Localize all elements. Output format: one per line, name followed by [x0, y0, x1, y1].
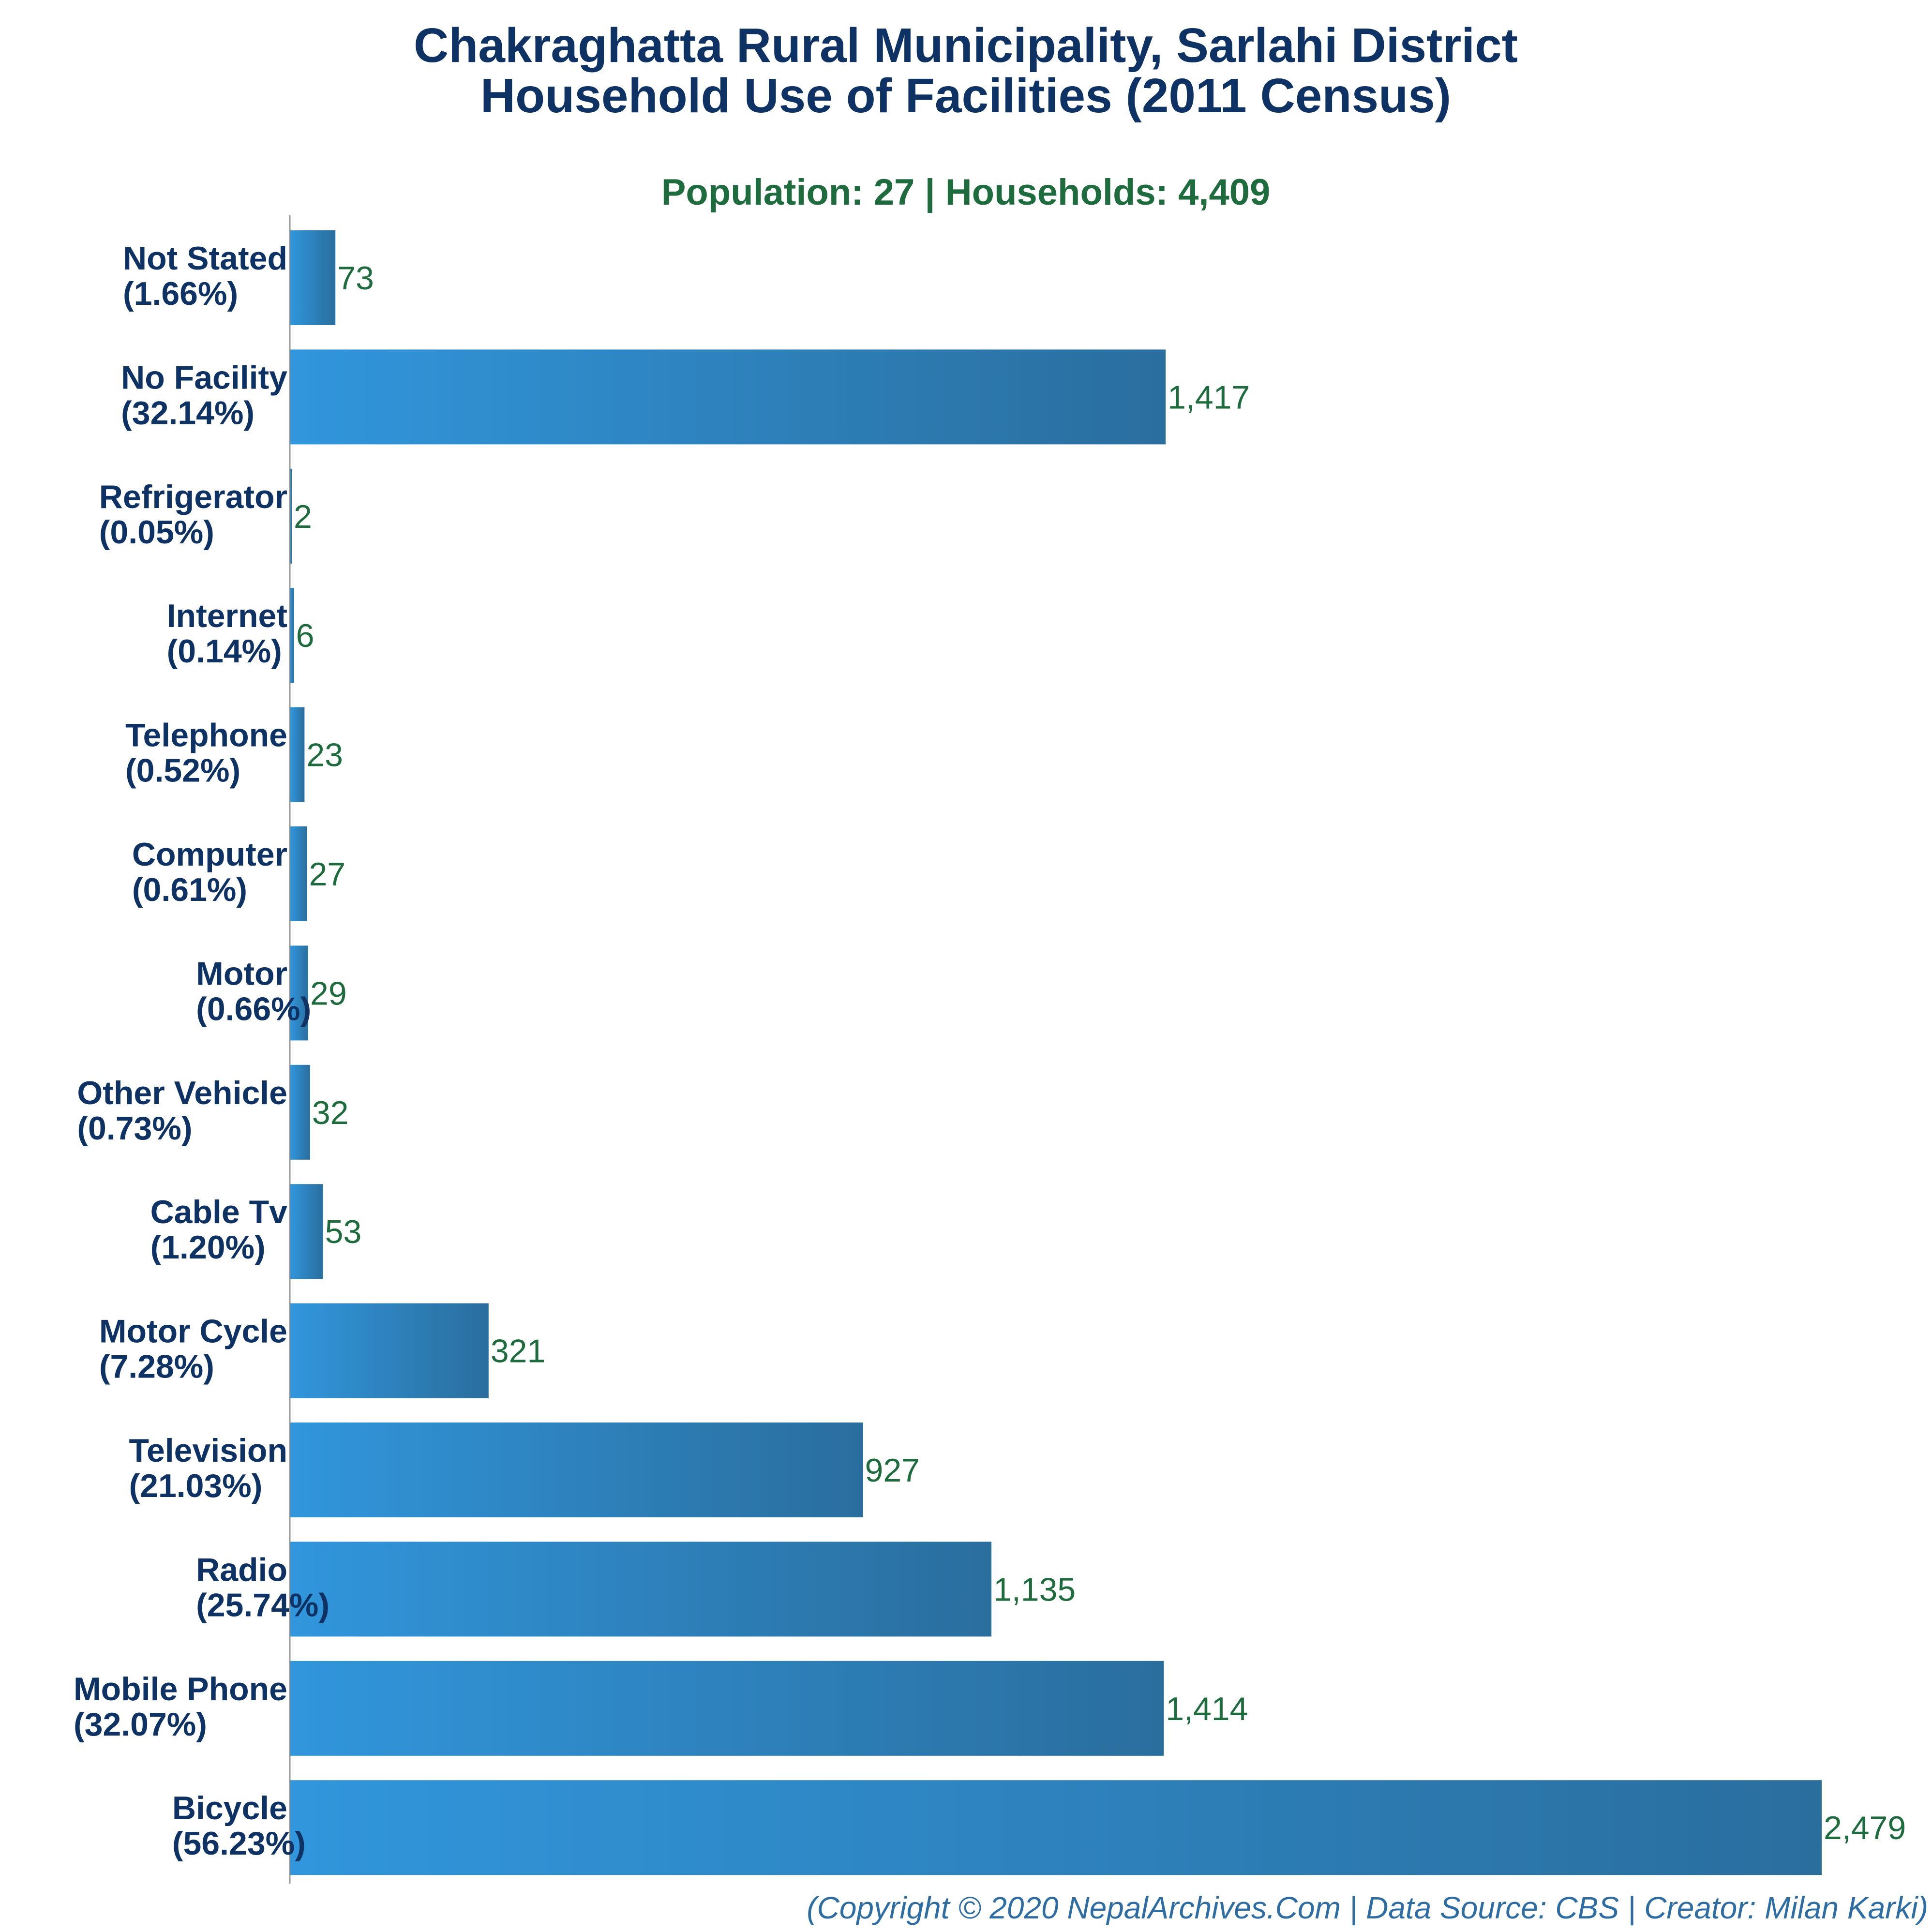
bar-bicycle — [290, 1780, 1822, 1875]
bar-other-vehicle — [290, 1064, 310, 1160]
category-label-mobile-phone: Mobile Phone (32.07%) — [74, 1671, 287, 1743]
chart-title-line-1: Chakraghatta Rural Municipality, Sarlahi… — [414, 18, 1518, 73]
value-label-radio: 1,135 — [993, 1571, 1076, 1608]
category-percent-other-vehicle: (0.73%) — [77, 1110, 192, 1147]
category-name-bicycle: Bicycle — [172, 1790, 287, 1827]
category-label-other-vehicle: Other Vehicle (0.73%) — [77, 1075, 287, 1147]
category-percent-television: (21.03%) — [129, 1468, 262, 1504]
value-label-motor-cycle: 321 — [491, 1333, 545, 1370]
value-label-computer: 27 — [309, 856, 345, 893]
chart-footer: (Copyright © 2020 NepalArchives.Com | Da… — [807, 1890, 1928, 1926]
category-percent-cable-tv: (1.20%) — [150, 1229, 266, 1266]
category-name-no-facility: No Facility — [121, 359, 287, 396]
bars-layer — [290, 230, 1822, 1875]
category-percent-telephone: (0.52%) — [125, 752, 240, 789]
category-label-internet: Internet (0.14%) — [167, 598, 287, 670]
category-name-mobile-phone: Mobile Phone — [74, 1671, 287, 1707]
bar-internet — [290, 588, 294, 683]
category-percent-bicycle: (56.23%) — [172, 1825, 306, 1862]
category-percent-motor-cycle: (7.28%) — [99, 1348, 214, 1385]
value-label-internet: 6 — [296, 617, 315, 654]
category-name-cable-tv: Cable Tv — [150, 1194, 288, 1230]
bar-mobile-phone — [290, 1661, 1164, 1756]
category-percent-internet: (0.14%) — [167, 633, 282, 670]
labels-layer: 73 Not Stated (1.66%) 1,417 No Facility (32.1… — [74, 240, 1906, 1862]
bar-no-facility — [290, 349, 1166, 445]
category-label-television: Television (21.03%) — [129, 1432, 287, 1504]
category-name-not-stated: Not Stated — [123, 240, 287, 277]
bar-motor — [290, 945, 309, 1041]
bar-refrigerator — [290, 468, 292, 564]
value-label-motor: 29 — [310, 975, 347, 1012]
category-percent-refrigerator: (0.05%) — [99, 514, 214, 551]
value-label-cable-tv: 53 — [325, 1213, 362, 1250]
category-name-refrigerator: Refrigerator — [99, 479, 287, 515]
category-name-internet: Internet — [167, 598, 287, 634]
category-name-radio: Radio — [196, 1551, 287, 1588]
category-label-telephone: Telephone (0.52%) — [125, 717, 287, 789]
value-label-bicycle: 2,479 — [1824, 1810, 1906, 1846]
category-percent-computer: (0.61%) — [132, 871, 247, 908]
category-label-radio: Radio (25.74%) — [196, 1551, 329, 1623]
category-name-motor: Motor — [196, 955, 287, 992]
bar-motor-cycle — [290, 1303, 489, 1398]
value-label-not-stated: 73 — [337, 260, 374, 297]
category-label-no-facility: No Facility (32.14%) — [121, 359, 287, 431]
category-label-motor-cycle: Motor Cycle (7.28%) — [99, 1313, 287, 1385]
category-name-motor-cycle: Motor Cycle — [99, 1313, 287, 1350]
value-label-television: 927 — [865, 1452, 920, 1489]
category-percent-motor: (0.66%) — [196, 990, 311, 1027]
chart-title-line-2: Household Use of Facilities (2011 Census… — [480, 69, 1451, 123]
category-percent-not-stated: (1.66%) — [123, 275, 238, 312]
category-label-bicycle: Bicycle (56.23%) — [172, 1790, 306, 1862]
value-label-no-facility: 1,417 — [1168, 379, 1250, 416]
value-label-refrigerator: 2 — [294, 498, 312, 535]
category-name-other-vehicle: Other Vehicle — [77, 1075, 287, 1111]
category-percent-no-facility: (32.14%) — [121, 394, 255, 431]
category-label-computer: Computer (0.61%) — [132, 836, 287, 908]
chart-subtitle: Population: 27 | Households: 4,409 — [661, 172, 1271, 213]
bar-telephone — [290, 707, 305, 802]
bar-computer — [290, 826, 307, 921]
category-percent-mobile-phone: (32.07%) — [74, 1706, 207, 1743]
category-name-television: Television — [129, 1432, 287, 1469]
value-label-telephone: 23 — [306, 737, 343, 774]
bar-not-stated — [290, 230, 336, 325]
bar-radio — [290, 1542, 992, 1637]
bar-cable-tv — [290, 1184, 323, 1279]
category-label-not-stated: Not Stated (1.66%) — [123, 240, 287, 312]
category-label-cable-tv: Cable Tv (1.20%) — [150, 1194, 288, 1266]
bar-television — [290, 1423, 863, 1517]
category-label-refrigerator: Refrigerator (0.05%) — [99, 479, 287, 551]
category-name-computer: Computer — [132, 836, 287, 873]
category-label-motor: Motor (0.66%) — [196, 955, 311, 1027]
category-percent-radio: (25.74%) — [196, 1587, 329, 1623]
value-label-other-vehicle: 32 — [312, 1094, 349, 1131]
category-name-telephone: Telephone — [125, 717, 287, 754]
value-label-mobile-phone: 1,414 — [1166, 1691, 1248, 1727]
